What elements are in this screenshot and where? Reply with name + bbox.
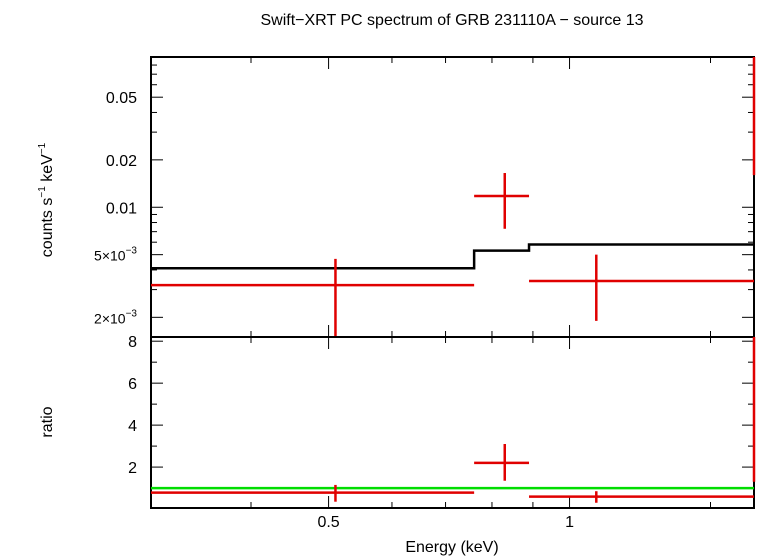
y-tick-label: 6 bbox=[128, 376, 137, 393]
y-tick-label: 0.02 bbox=[106, 153, 137, 170]
y-tick-exponent: −3 bbox=[126, 308, 138, 319]
chart-title: Swift−XRT PC spectrum of GRB 231110A − s… bbox=[260, 12, 643, 29]
y-tick-label: 0.01 bbox=[106, 200, 137, 217]
spectrum-frame bbox=[150, 56, 755, 338]
ratio-panel: 0.5 1 8 6 4 2 bbox=[128, 334, 756, 531]
y-tick-base: 5×10 bbox=[94, 248, 126, 264]
y-label-exponent-1: −1 bbox=[37, 186, 48, 198]
spectrum-panel: 0.050.020.015×10−32×10−3 bbox=[94, 56, 756, 338]
y-tick-label: 2×10−3 bbox=[94, 308, 137, 326]
x-tick-label: 1 bbox=[565, 514, 574, 531]
y-tick-base: 2×10 bbox=[94, 310, 126, 326]
y-axis-label-ratio: ratio bbox=[39, 406, 56, 437]
y-tick-label: 5×10−3 bbox=[94, 246, 137, 264]
model-step-line bbox=[151, 243, 754, 270]
y-axis-label-spectrum: counts s−1 keV−1 bbox=[37, 142, 56, 257]
y-label-main: counts s bbox=[39, 198, 56, 258]
y-tick-exponent: −3 bbox=[126, 246, 138, 257]
y-label-exponent-2: −1 bbox=[37, 142, 48, 154]
y-tick-label: 0.05 bbox=[106, 90, 137, 107]
y-tick-label: 4 bbox=[128, 418, 137, 435]
x-tick-label: 0.5 bbox=[317, 514, 339, 531]
x-axis-label: Energy (keV) bbox=[405, 539, 498, 556]
ratio-frame bbox=[150, 336, 755, 509]
y-tick-label: 8 bbox=[128, 334, 137, 351]
y-tick-label: 2 bbox=[128, 460, 137, 477]
y-label-unit: keV bbox=[39, 154, 56, 186]
